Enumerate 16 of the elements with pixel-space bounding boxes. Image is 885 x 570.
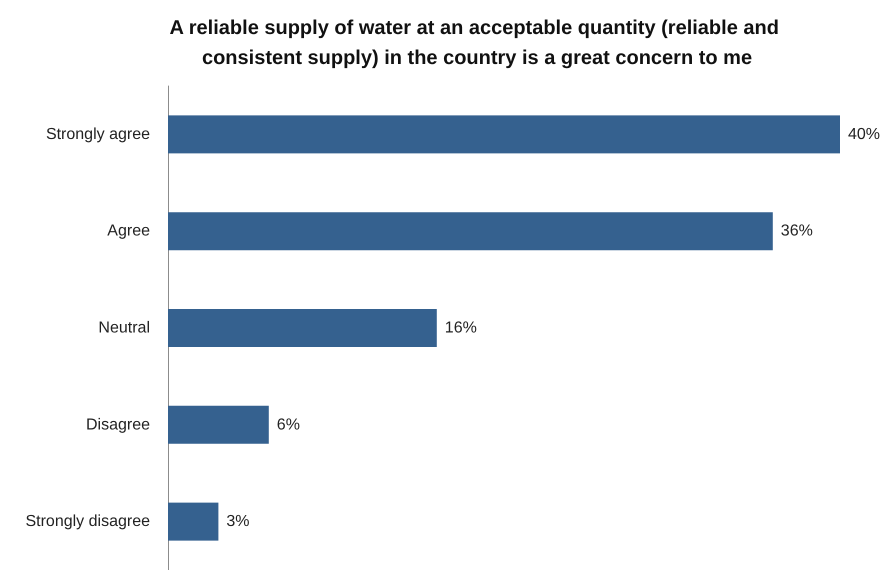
y-tick-label: Neutral [98,320,150,336]
data-label: 36% [780,222,813,240]
y-tick-label: Strongly agree [46,126,150,143]
chart-title: A reliable supply of water at an acceptable quantity (reliable and consistent supply) in the country is a great concern to me [170,17,784,69]
y-tick-label: Strongly disagree [25,513,150,530]
y-tick-label: Disagree [86,416,150,434]
data-label: 3% [226,513,250,530]
bar [168,212,773,250]
bar [168,115,840,154]
data-label: 40% [848,126,880,143]
data-label: 16% [444,320,477,336]
bar [168,406,269,444]
data-label: 6% [276,416,300,434]
y-tick-label: Agree [107,222,150,240]
bar [168,502,218,541]
bar [168,309,437,347]
